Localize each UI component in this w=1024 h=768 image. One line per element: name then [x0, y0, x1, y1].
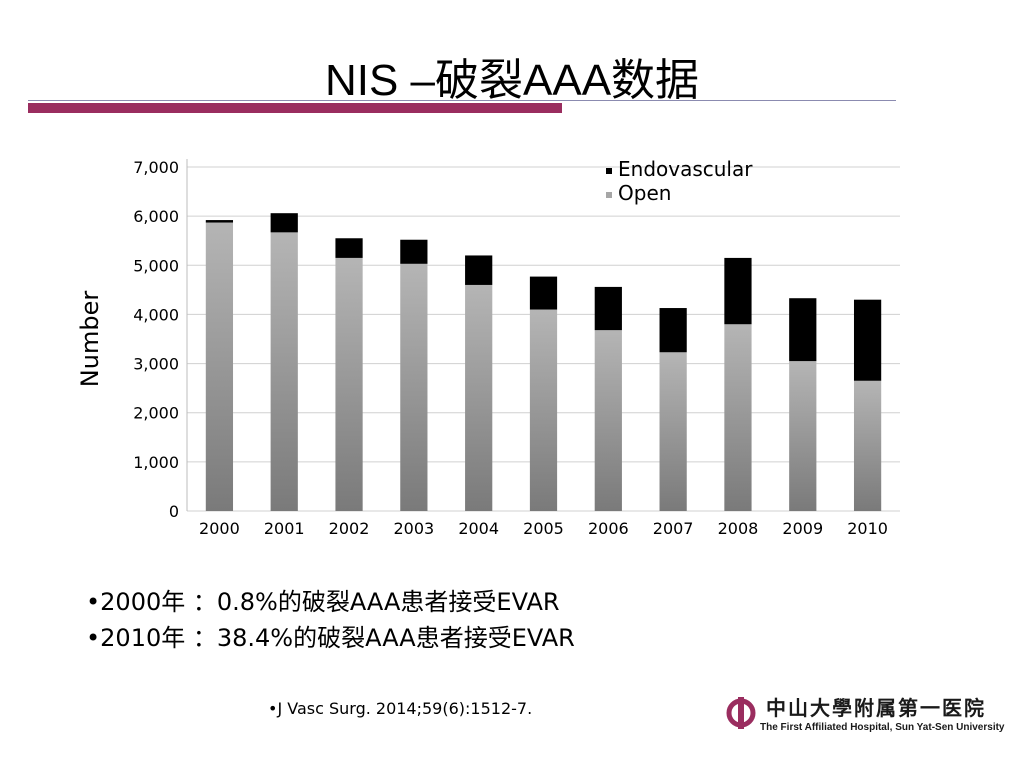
bar-open-2001 [270, 232, 298, 512]
legend-swatch-open [606, 192, 612, 198]
x-tick-label: 2010 [847, 519, 888, 538]
bar-endovascular-2005 [529, 276, 558, 310]
title-accent-bar [28, 103, 562, 113]
bar-open-2004 [465, 284, 493, 511]
bar-open-2009 [789, 361, 817, 511]
bar-open-2008 [724, 324, 752, 511]
bar-endovascular-2006 [594, 286, 622, 331]
hospital-chinese-name: 中山大學附属第一医院 [766, 696, 986, 720]
y-tick-label: 2,000 [133, 404, 179, 423]
bar-endovascular-2007 [659, 308, 687, 353]
bar-open-2006 [594, 330, 622, 511]
y-tick-label: 4,000 [133, 305, 179, 324]
bullet-item-2000: •2000年 ：0.8%的破裂AAA患者接受EVAR [86, 588, 560, 616]
x-tick-label: 2006 [588, 519, 629, 538]
y-tick-label: 5,000 [133, 256, 179, 275]
citation: •J Vasc Surg. 2014;59(6):1512-7. [268, 699, 533, 718]
y-tick-label: 0 [169, 502, 179, 521]
bullet-item-2010: •2010年 ：38.4%的破裂AAA患者接受EVAR [86, 624, 575, 652]
bar-endovascular-2000 [205, 220, 234, 223]
bullet-list: •2000年 ：0.8%的破裂AAA患者接受EVAR •2010年 ：38.4%… [86, 584, 575, 656]
x-tick-label: 2007 [653, 519, 694, 538]
legend-label-open: Open [618, 181, 671, 205]
legend-swatch-endovascular [606, 168, 612, 174]
x-tick-label: 2004 [458, 519, 499, 538]
bar-open-2007 [659, 352, 687, 511]
hospital-english-name: The First Affiliated Hospital, Sun Yat-S… [760, 722, 1005, 733]
x-tick-label: 2008 [718, 519, 759, 538]
bar-endovascular-2010 [853, 299, 882, 381]
x-tick-label: 2002 [329, 519, 370, 538]
slide-title: NIS –破裂AAA数据 [324, 56, 700, 105]
x-tick-label: 2000 [199, 519, 240, 538]
bar-open-2005 [529, 309, 558, 511]
y-tick-label: 7,000 [133, 158, 179, 177]
y-tick-label: 1,000 [133, 453, 179, 472]
x-tick-label: 2009 [782, 519, 823, 538]
y-tick-label: 3,000 [133, 355, 179, 374]
bar-endovascular-2009 [789, 298, 817, 362]
y-tick-label: 6,000 [133, 207, 179, 226]
bar-endovascular-2003 [400, 239, 428, 264]
bar-endovascular-2004 [465, 255, 493, 285]
bar-open-2010 [853, 380, 882, 511]
x-tick-label: 2003 [394, 519, 435, 538]
legend-label-endovascular: Endovascular [618, 157, 753, 181]
x-tick-label: 2001 [264, 519, 305, 538]
bar-open-2002 [335, 257, 363, 511]
y-axis-label: Number [76, 291, 104, 388]
hospital-logo: 中山大學附属第一医院 The First Affiliated Hospital… [724, 690, 1005, 740]
bar-endovascular-2008 [724, 257, 752, 325]
bar-open-2003 [400, 263, 428, 511]
bar-open-2000 [205, 222, 234, 511]
x-tick-label: 2005 [523, 519, 564, 538]
hospital-emblem-icon [726, 697, 756, 729]
bar-endovascular-2001 [270, 213, 298, 233]
bar-endovascular-2002 [335, 238, 363, 258]
title-divider-line [28, 100, 896, 101]
stacked-bar-chart: 0 1,000 2,000 3,000 4,000 5,000 6,000 7,000 Numb… [76, 157, 900, 538]
